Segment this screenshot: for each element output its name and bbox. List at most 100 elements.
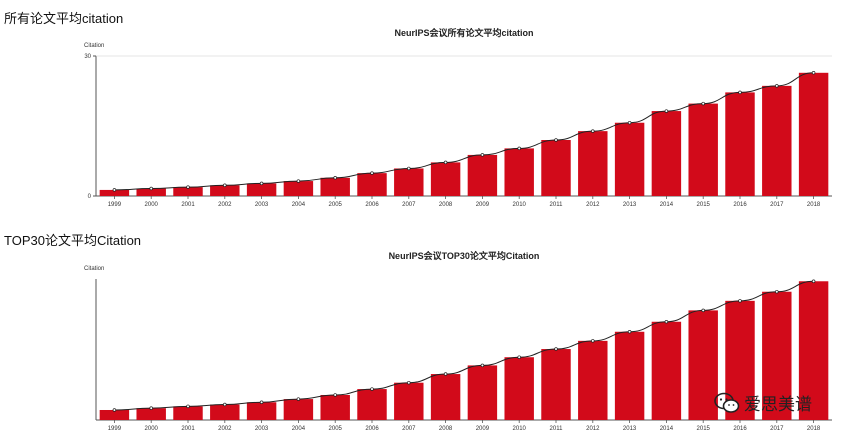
x-tick-label-1999: 1999 xyxy=(108,426,122,432)
trend-point-2018 xyxy=(811,279,816,284)
bar-2008 xyxy=(430,162,461,196)
bar-2014 xyxy=(651,111,682,196)
trend-point-2015 xyxy=(701,308,705,313)
trend-point-1999 xyxy=(112,408,117,412)
x-tick-label-2008: 2008 xyxy=(439,426,453,432)
x-tick-label-2016: 2016 xyxy=(733,426,747,432)
bar-1999 xyxy=(99,409,130,420)
x-tick-label-2004: 2004 xyxy=(292,202,306,208)
trend-point-2014 xyxy=(664,320,669,324)
x-tick-label-2003: 2003 xyxy=(255,202,269,208)
x-tick-label-2010: 2010 xyxy=(513,426,527,432)
bar-2016 xyxy=(725,92,755,196)
x-tick-label-2012: 2012 xyxy=(586,202,600,208)
x-tick-label-2002: 2002 xyxy=(218,202,232,208)
bar-2004 xyxy=(283,399,314,420)
bar-2009 xyxy=(467,154,498,196)
bar-2000 xyxy=(136,408,166,420)
x-tick-label-2013: 2013 xyxy=(623,202,637,208)
bar-2000 xyxy=(136,188,166,196)
bar-2013 xyxy=(614,122,645,196)
x-tick-label-2000: 2000 xyxy=(145,202,159,208)
x-tick-label-2014: 2014 xyxy=(660,202,674,208)
trend-point-2005 xyxy=(333,393,337,397)
x-tick-label-2009: 2009 xyxy=(476,202,490,208)
bar-2006 xyxy=(357,173,387,196)
bar-2007 xyxy=(394,382,424,420)
y-tick-label: 0 xyxy=(88,194,92,200)
x-tick-label-2016: 2016 xyxy=(733,202,747,208)
bar-2003 xyxy=(246,183,277,196)
trend-point-2008 xyxy=(443,160,448,165)
trend-point-2009 xyxy=(480,153,485,157)
x-tick-label-2017: 2017 xyxy=(770,202,784,208)
bar-2008 xyxy=(430,374,461,420)
chart-title: NeurIPS会议TOP30论文平均Citation xyxy=(389,250,540,261)
trend-point-2000 xyxy=(149,406,153,410)
trend-point-2017 xyxy=(775,289,779,294)
trend-point-2007 xyxy=(407,166,411,171)
trend-point-2011 xyxy=(554,138,558,142)
x-tick-label-2010: 2010 xyxy=(513,202,527,208)
trend-line xyxy=(114,72,814,191)
bar-2011 xyxy=(541,349,571,420)
x-tick-label-2015: 2015 xyxy=(697,426,711,432)
bar-2009 xyxy=(467,365,498,420)
trend-point-2009 xyxy=(480,363,485,368)
watermark-text: 爱思美谱 xyxy=(744,395,812,415)
bar-2014 xyxy=(651,321,682,420)
x-tick-label-2012: 2012 xyxy=(586,426,600,432)
trend-point-2010 xyxy=(517,355,521,359)
trend-point-2007 xyxy=(407,380,411,385)
trend-point-2010 xyxy=(517,146,521,151)
x-tick-label-2007: 2007 xyxy=(402,426,416,432)
x-tick-label-2014: 2014 xyxy=(660,426,674,432)
x-tick-label-2018: 2018 xyxy=(807,426,821,432)
trend-point-2000 xyxy=(149,186,153,191)
bar-2003 xyxy=(246,402,277,420)
x-tick-label-2002: 2002 xyxy=(218,426,232,432)
bar-2011 xyxy=(541,140,571,196)
trend-point-2018 xyxy=(811,71,816,75)
bar-2012 xyxy=(578,131,608,196)
x-tick-label-2005: 2005 xyxy=(329,202,343,208)
trend-point-2002 xyxy=(223,402,227,407)
x-tick-label-2001: 2001 xyxy=(181,202,195,208)
x-tick-label-2011: 2011 xyxy=(550,202,564,208)
trend-line xyxy=(114,280,814,411)
x-tick-label-1999: 1999 xyxy=(108,202,122,208)
x-tick-label-2006: 2006 xyxy=(365,202,379,208)
trend-point-2003 xyxy=(259,400,264,405)
wechat-icon xyxy=(714,392,740,413)
trend-point-2013 xyxy=(627,120,632,125)
bar-2004 xyxy=(283,181,314,196)
x-tick-label-2013: 2013 xyxy=(623,426,637,432)
bar-2002 xyxy=(210,404,240,420)
bar-2002 xyxy=(210,185,240,196)
x-tick-label-2006: 2006 xyxy=(365,426,379,432)
trend-point-2001 xyxy=(186,404,190,409)
bar-2013 xyxy=(614,331,645,420)
x-tick-label-2001: 2001 xyxy=(181,426,195,432)
bar-2001 xyxy=(173,406,203,420)
bar-2005 xyxy=(320,394,350,420)
x-tick-label-2007: 2007 xyxy=(402,202,416,208)
bar-1999 xyxy=(99,189,130,196)
y-axis-label: Citation xyxy=(84,43,104,49)
trend-point-2012 xyxy=(591,129,595,133)
bar-2015 xyxy=(688,310,718,420)
bar-2010 xyxy=(504,357,534,420)
bar-2017 xyxy=(762,291,792,420)
trend-point-2001 xyxy=(186,185,190,189)
bar-2006 xyxy=(357,389,387,420)
trend-point-2006 xyxy=(370,387,374,391)
bar-2012 xyxy=(578,340,608,420)
trend-point-2013 xyxy=(627,330,632,334)
x-tick-label-2003: 2003 xyxy=(255,426,269,432)
y-tick-label: 30 xyxy=(84,54,91,60)
bar-2010 xyxy=(504,148,534,196)
bar-2017 xyxy=(762,85,792,196)
chart-top30: NeurIPS会议TOP30论文平均Citation Citation 1999 20… xyxy=(84,250,832,432)
trend-point-2016 xyxy=(738,299,742,303)
trend-point-2002 xyxy=(223,183,227,188)
